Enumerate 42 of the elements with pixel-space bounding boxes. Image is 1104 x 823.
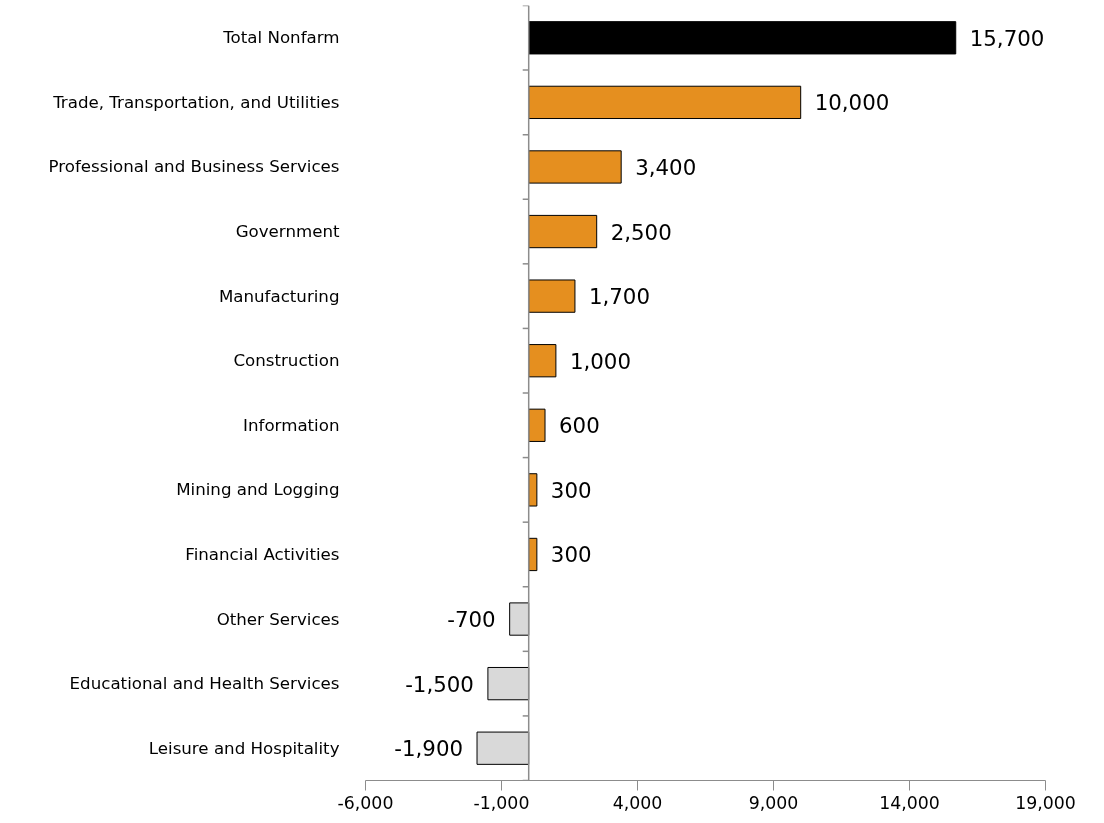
x-tick-label: 14,000 [879,792,940,813]
bar [528,150,622,184]
bar [476,731,530,765]
y-tick-label: Mining and Logging [176,480,340,500]
data-label: -700 [447,607,496,633]
data-label: 1,000 [569,348,631,374]
data-label: 1,700 [588,284,650,310]
bar [528,21,957,55]
y-tick-label: Trade, Transportation, and Utilities [52,92,340,112]
data-label: 2,500 [610,219,672,245]
x-tick-label: -1,000 [473,792,530,813]
y-tick-label: Manufacturing [218,286,340,306]
data-label: 15,700 [969,25,1045,51]
bar [528,408,546,442]
y-tick-label: Professional and Business Services [48,157,340,177]
bar [487,666,530,701]
x-tick-label: 9,000 [748,792,799,813]
data-label: 300 [550,542,592,568]
bar [528,473,538,507]
y-tick-label: Government [235,222,340,242]
y-tick-label: Other Services [216,609,340,629]
data-label: 600 [559,413,600,439]
bar [528,85,802,120]
x-tick-label: 4,000 [612,792,663,813]
data-label: 10,000 [814,90,890,116]
y-tick-label: Educational and Health Services [69,674,340,694]
bar [528,537,538,572]
bar [528,344,557,378]
y-tick-label: Leisure and Hospitality [148,738,340,758]
y-tick-label: Financial Activities [185,544,340,564]
y-tick-label: Information [243,415,340,435]
data-label: 300 [550,477,592,503]
data-label: -1,500 [405,671,474,697]
y-tick-label: Construction [233,351,340,371]
x-tick-label: 19,000 [1015,792,1076,813]
data-label: -1,900 [394,736,464,762]
bar [528,279,576,313]
y-tick-label: Total Nonfarm [222,28,340,48]
bar [528,214,598,249]
bar [509,602,530,636]
data-label: 3,400 [635,154,697,180]
x-tick-label: -6,000 [337,792,394,813]
